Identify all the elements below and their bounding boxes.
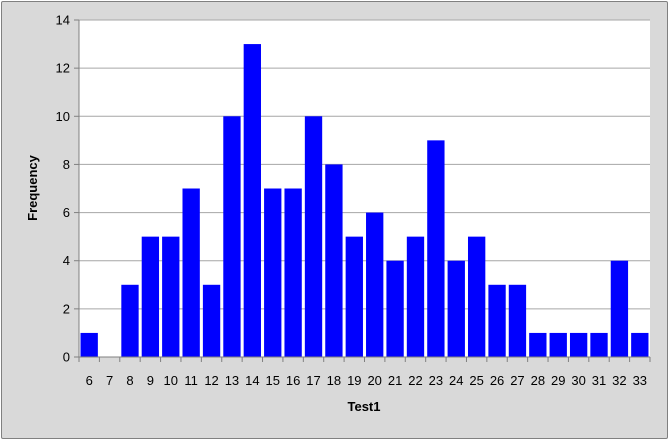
axes [78,20,650,358]
x-tick-label: 23 [429,373,443,388]
x-tick-label: 9 [147,373,154,388]
x-tick-label: 12 [204,373,218,388]
bar [529,332,547,357]
y-tick-label: 14 [56,13,70,28]
bar [467,236,486,357]
bar [141,236,160,357]
x-tick-label: 28 [531,373,545,388]
x-tick-label: 15 [265,373,279,388]
x-tick-label: 13 [225,373,239,388]
x-tick-label: 7 [106,373,113,388]
bar [590,332,608,357]
bar [202,284,221,357]
y-tick-label: 4 [63,253,70,268]
bar [304,116,323,357]
y-tick-label: 10 [56,109,70,124]
x-tick-label: 25 [469,373,483,388]
bar [325,164,343,357]
x-tick-label: 8 [126,373,133,388]
bar [264,188,282,357]
x-tick-label: 26 [490,373,504,388]
x-tick-label: 32 [612,373,626,388]
bar [121,284,139,357]
bar [162,236,180,357]
x-tick-label: 14 [245,373,259,388]
y-tick-label: 8 [63,157,70,172]
x-tick-label: 33 [633,373,647,388]
x-tick-label: 18 [327,373,341,388]
x-axis-title: Test1 [348,399,381,414]
bar [631,332,649,357]
bar [386,260,404,357]
bar [284,188,302,357]
x-tick-label: 19 [347,373,361,388]
bar [427,140,445,357]
bar [447,260,465,357]
bar [549,332,567,357]
x-tick-label: 20 [367,373,381,388]
x-tick-label: 6 [86,373,93,388]
y-tick-labels: 0 2 4 6 8 10 12 14 [56,13,70,365]
x-tick-label: 21 [388,373,402,388]
bar [182,188,200,357]
y-tick-label: 0 [63,350,70,365]
y-tick-label: 2 [63,301,70,316]
x-tick-label: 27 [510,373,524,388]
bar [508,284,527,357]
x-tick-label: 22 [408,373,422,388]
x-tick-label: 24 [449,373,463,388]
x-tick-label: 30 [571,373,585,388]
bar [80,332,98,357]
x-tick-label: 29 [551,373,565,388]
x-tick-label: 31 [592,373,606,388]
bar [569,332,588,357]
bar [406,236,425,357]
x-tick-label: 11 [184,373,198,388]
bar [366,212,384,357]
x-tick-label: 17 [306,373,320,388]
y-tick-label: 6 [63,205,70,220]
x-tick-label: 16 [286,373,300,388]
bars [78,44,651,362]
bar [488,284,506,357]
y-axis-title: Frequency [25,154,40,221]
bar [345,236,363,357]
bar [223,116,241,357]
y-tick-label: 12 [56,61,70,76]
bar [243,44,261,357]
bar [610,260,629,357]
x-tick-labels: 6 7 8 9 10 11 12 13 14 15 16 17 18 19 20 21 22 23 24 25 26 27… [86,373,647,388]
x-tick-label: 10 [164,373,178,388]
